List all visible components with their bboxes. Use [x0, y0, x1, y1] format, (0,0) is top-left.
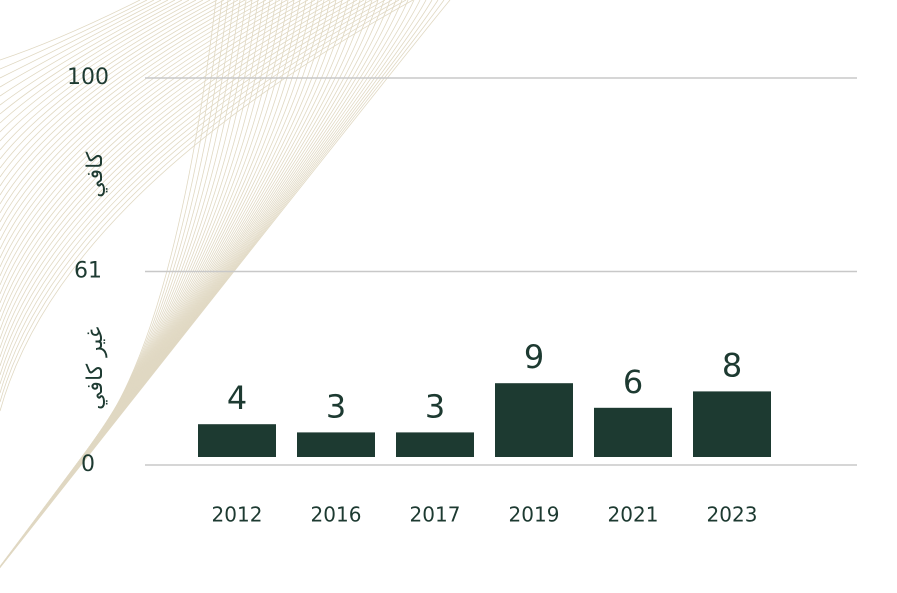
value-label: 3	[425, 387, 445, 425]
bar	[297, 432, 375, 457]
bar	[495, 383, 573, 457]
x-tick-label: 2017	[410, 503, 461, 527]
y-tick-label: 61	[74, 259, 102, 284]
value-label: 4	[227, 379, 247, 417]
x-tick-label: 2012	[212, 503, 263, 527]
bar	[198, 424, 276, 457]
value-label: 9	[524, 338, 544, 376]
y-band-label: كافي	[83, 151, 108, 198]
bar	[396, 432, 474, 457]
x-tick-label: 2019	[509, 503, 560, 527]
y-tick-label: 100	[67, 65, 109, 90]
value-label: 3	[326, 387, 346, 425]
x-tick-label: 2021	[608, 503, 659, 527]
bar	[594, 407, 672, 457]
y-band-label: غير كافي	[83, 327, 108, 410]
value-label: 6	[623, 363, 643, 401]
value-label: 8	[722, 346, 742, 384]
background-decoration	[0, 0, 451, 569]
x-tick-label: 2016	[311, 503, 362, 527]
y-tick-label: 0	[81, 452, 95, 477]
x-tick-label: 2023	[707, 503, 758, 527]
bar	[693, 391, 771, 457]
